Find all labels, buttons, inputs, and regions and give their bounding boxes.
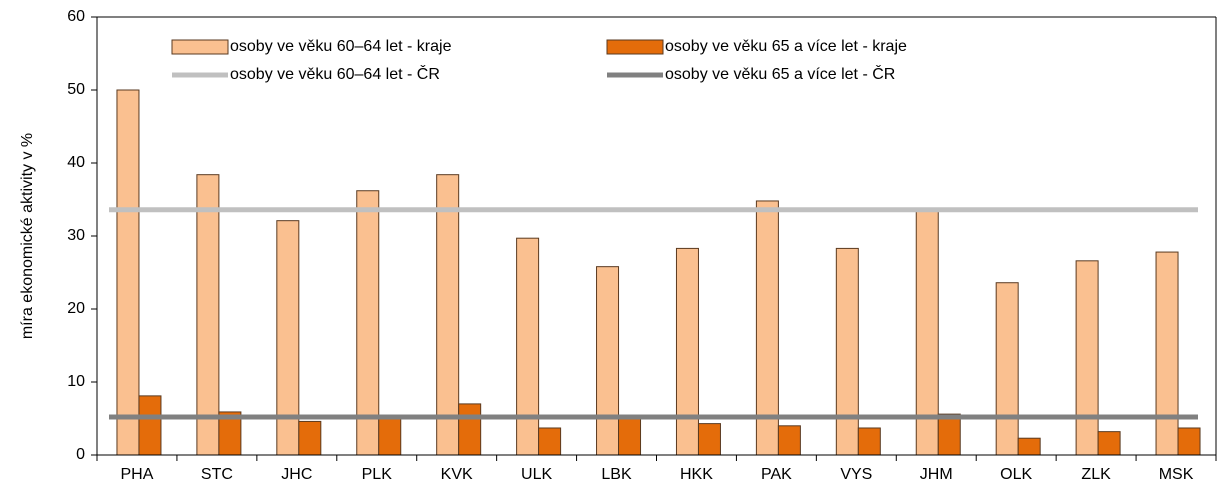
bar (516, 237, 540, 456)
y-tick-label: 10 (67, 373, 85, 390)
bar (835, 247, 859, 456)
bar (458, 403, 482, 456)
y-tick-label: 30 (67, 227, 85, 244)
bar (538, 427, 562, 456)
x-tick-label: OLK (1000, 466, 1032, 483)
bar (1155, 251, 1179, 456)
y-tick-label: 0 (76, 446, 85, 463)
bar (1017, 437, 1041, 456)
y-tick-label: 60 (67, 8, 85, 25)
x-tick-label: PLK (362, 466, 393, 483)
legend-label: osoby ve věku 65 a více let - kraje (665, 38, 907, 55)
legend-label: osoby ve věku 60–64 let - ČR (230, 64, 440, 83)
y-tick-label: 50 (67, 81, 85, 98)
x-tick-label: HKK (680, 466, 713, 483)
bar (276, 220, 300, 456)
legend-swatch (606, 39, 664, 55)
bar (138, 395, 162, 456)
x-tick-label: STC (201, 466, 233, 483)
x-tick-label: PAK (761, 466, 792, 483)
x-tick-label: KVK (441, 466, 473, 483)
bar (675, 247, 699, 456)
bar (1097, 431, 1121, 456)
y-tick-label: 20 (67, 300, 85, 317)
bar (857, 427, 881, 456)
x-tick-label: PHA (121, 466, 154, 483)
bar (596, 266, 620, 456)
bar (196, 174, 220, 456)
bar (298, 420, 322, 456)
bar (436, 174, 460, 456)
bar (697, 423, 721, 456)
bar (1075, 260, 1099, 456)
bar (618, 418, 642, 456)
x-tick-label: LBK (601, 466, 632, 483)
legend-label: osoby ve věku 60–64 let - kraje (230, 38, 452, 55)
bar (937, 413, 961, 456)
x-tick-label: JHC (281, 466, 312, 483)
x-tick-label: JHM (920, 466, 953, 483)
x-tick-label: ZLK (1081, 466, 1111, 483)
x-tick-label: VYS (840, 466, 872, 483)
x-tick-label: MSK (1159, 466, 1194, 483)
legend-label: osoby ve věku 65 a více let - ČR (665, 64, 895, 83)
y-axis-label: míra ekonomické aktivity v % (19, 133, 36, 339)
bar (378, 417, 402, 456)
x-tick-label: ULK (521, 466, 552, 483)
legend-swatch (171, 39, 229, 55)
bar (1177, 427, 1201, 456)
bar (777, 425, 801, 456)
y-tick-label: 40 (67, 154, 85, 171)
bar (995, 282, 1019, 456)
bar (116, 89, 140, 456)
